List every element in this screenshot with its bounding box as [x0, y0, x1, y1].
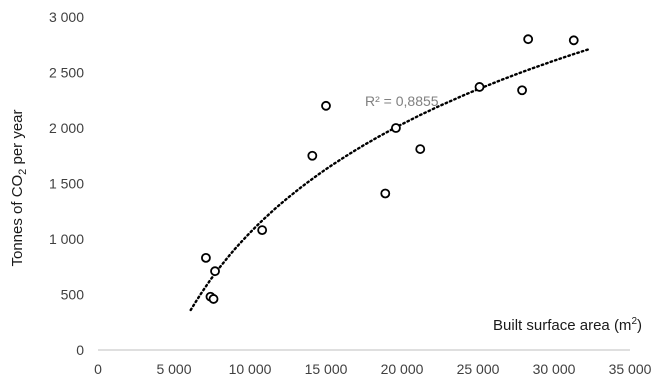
x-axis-title-main: Built surface area (m	[493, 317, 631, 334]
data-point	[257, 225, 268, 236]
data-point	[415, 144, 426, 154]
y-axis-title-main: Tonnes of CO	[9, 175, 26, 267]
x-tick-label: 30 000	[533, 361, 576, 377]
data-point	[208, 294, 219, 304]
x-axis-title-superscript: 2	[631, 316, 637, 327]
x-tick-label: 10 000	[229, 361, 272, 377]
data-points	[201, 34, 579, 304]
y-tick-label: 0	[76, 342, 84, 358]
data-point	[568, 35, 579, 46]
x-axis-title-tail: )	[637, 317, 642, 334]
x-tick-label: 20 000	[381, 361, 424, 377]
y-axis-title-tail: per year	[9, 109, 26, 168]
data-point	[523, 34, 534, 45]
data-point	[391, 123, 401, 133]
trendline	[189, 48, 591, 312]
data-point	[321, 100, 331, 111]
data-point	[380, 188, 391, 199]
y-axis-ticks: 0 500 1 000 1 500 2 000 2 500 3 000	[49, 9, 84, 358]
data-point	[201, 252, 211, 263]
y-tick-label: 500	[61, 287, 85, 303]
data-point	[307, 150, 318, 161]
y-tick-label: 1 000	[49, 231, 84, 247]
data-point	[517, 85, 527, 96]
y-tick-label: 2 500	[49, 65, 84, 81]
y-axis-title-subscript: 2	[17, 169, 29, 175]
data-point	[474, 82, 485, 92]
r-squared-label: R² = 0,8855	[365, 93, 439, 109]
y-axis-title: Tonnes of CO2 per year	[9, 109, 29, 266]
x-tick-label: 5 000	[156, 361, 191, 377]
y-tick-label: 3 000	[49, 9, 84, 25]
y-tick-label: 2 000	[49, 120, 84, 136]
x-tick-label: 25 000	[457, 361, 500, 377]
x-axis-title: Built surface area (m2)	[493, 316, 642, 334]
data-point	[210, 266, 220, 277]
x-tick-label: 35 000	[609, 361, 652, 377]
y-tick-label: 1 500	[49, 176, 84, 192]
x-axis-ticks: 0 5 000 10 000 15 000 20 000 25 000 30 000 35 0…	[94, 361, 652, 377]
x-tick-label: 15 000	[305, 361, 348, 377]
x-tick-label: 0	[94, 361, 102, 377]
